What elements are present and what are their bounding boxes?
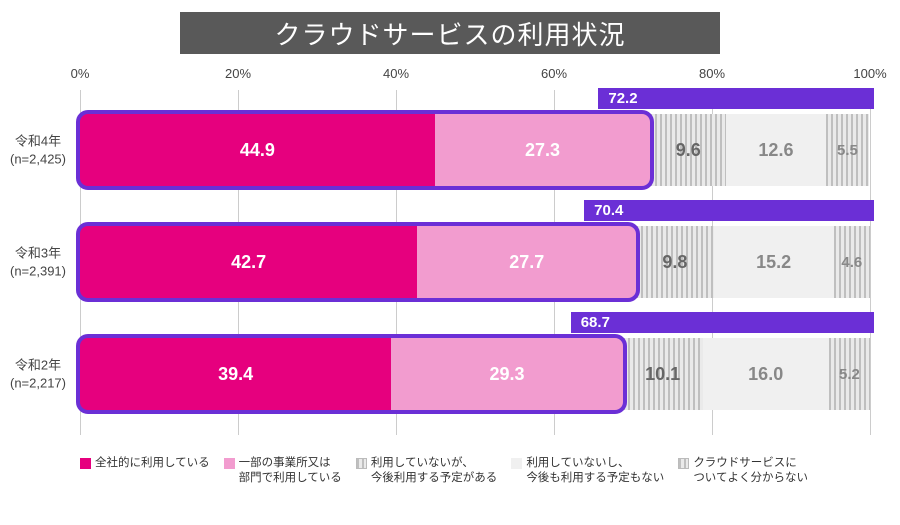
legend-swatch xyxy=(356,458,367,469)
x-axis-labels: 0%20%40%60%80%100% xyxy=(80,66,870,86)
bar-segment: 27.3 xyxy=(435,114,651,186)
highlight-badge: 70.4 xyxy=(584,200,874,221)
row-label: 令和2年(n=2,217) xyxy=(2,356,80,391)
chart-title: クラウドサービスの利用状況 xyxy=(274,15,625,52)
bar-segment: 29.3 xyxy=(391,338,622,410)
stacked-bar: 42.727.79.815.24.6 xyxy=(80,226,870,298)
legend-item: 利用していないが、今後利用する予定がある xyxy=(356,456,498,486)
legend: 全社的に利用している 一部の事業所又は部門で利用している利用していないが、今後利用… xyxy=(80,456,880,486)
gridline xyxy=(870,90,871,435)
row-label: 令和4年(n=2,425) xyxy=(2,132,80,167)
stacked-bar: 39.429.310.116.05.2 xyxy=(80,338,870,410)
x-axis-tick-label: 40% xyxy=(383,66,409,81)
legend-swatch xyxy=(224,458,235,469)
bar-segment: 27.7 xyxy=(417,226,636,298)
legend-item: クラウドサービスについてよく分からない xyxy=(678,456,808,486)
bar-row: 令和2年(n=2,217)39.429.310.116.05.268.7 xyxy=(80,338,870,410)
legend-swatch xyxy=(511,458,522,469)
legend-label: 全社的に利用している xyxy=(95,456,210,471)
bar-segment: 16.0 xyxy=(703,338,829,410)
legend-label: クラウドサービスについてよく分からない xyxy=(693,456,808,486)
title-bar: クラウドサービスの利用状況 xyxy=(180,12,720,54)
bar-row: 令和4年(n=2,425)44.927.39.612.65.572.2 xyxy=(80,114,870,186)
highlight-badge: 72.2 xyxy=(598,88,874,109)
bar-segment: 42.7 xyxy=(80,226,417,298)
legend-label: 一部の事業所又は部門で利用している xyxy=(239,456,342,486)
stacked-bar: 44.927.39.612.65.5 xyxy=(80,114,870,186)
bar-segment: 44.9 xyxy=(80,114,435,186)
bar-row: 令和3年(n=2,391)42.727.79.815.24.670.4 xyxy=(80,226,870,298)
bar-segment: 5.5 xyxy=(826,114,869,186)
legend-item: 全社的に利用している xyxy=(80,456,210,486)
chart-area: 令和4年(n=2,425)44.927.39.612.65.572.2 令和3年(… xyxy=(80,90,870,435)
bar-segment: 15.2 xyxy=(714,226,834,298)
bar-segment: 4.6 xyxy=(834,226,870,298)
bar-segment: 9.6 xyxy=(650,114,726,186)
legend-item: 一部の事業所又は部門で利用している xyxy=(224,456,342,486)
legend-swatch xyxy=(80,458,91,469)
bar-segment: 9.8 xyxy=(636,226,713,298)
legend-label: 利用していないし、今後も利用する予定もない xyxy=(526,456,664,486)
x-axis-tick-label: 0% xyxy=(71,66,90,81)
legend-swatch xyxy=(678,458,689,469)
x-axis-tick-label: 60% xyxy=(541,66,567,81)
bar-segment: 12.6 xyxy=(726,114,826,186)
x-axis-tick-label: 80% xyxy=(699,66,725,81)
highlight-badge: 68.7 xyxy=(571,312,874,333)
legend-item: 利用していないし、今後も利用する予定もない xyxy=(511,456,664,486)
legend-label: 利用していないが、今後利用する予定がある xyxy=(371,456,498,486)
x-axis-tick-label: 100% xyxy=(853,66,886,81)
bar-segment: 10.1 xyxy=(623,338,703,410)
x-axis-tick-label: 20% xyxy=(225,66,251,81)
bar-segment: 39.4 xyxy=(80,338,391,410)
bar-segment: 5.2 xyxy=(829,338,870,410)
row-label: 令和3年(n=2,391) xyxy=(2,244,80,279)
